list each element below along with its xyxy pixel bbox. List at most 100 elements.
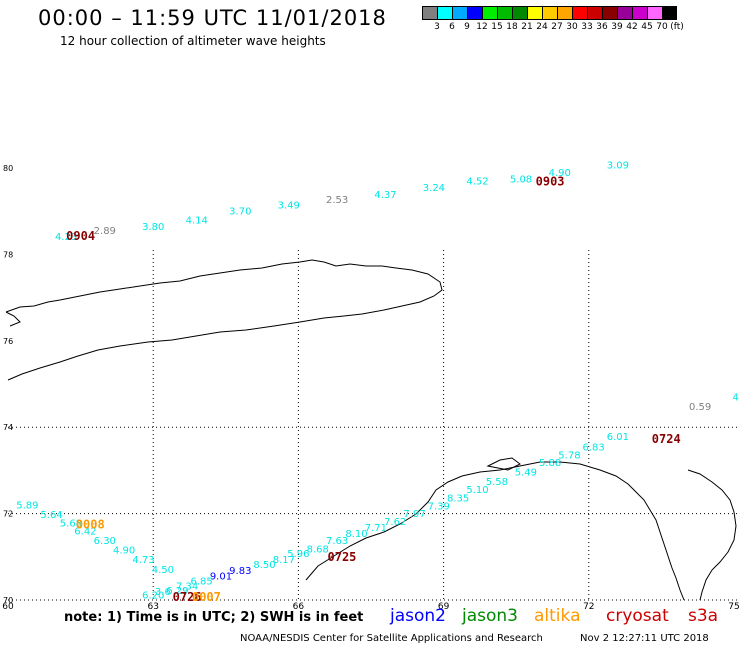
legend-label: 33 [581, 22, 593, 32]
wave-height-value: 7.71 [365, 523, 387, 534]
wave-height-value: 8.17 [273, 555, 295, 566]
wave-height-value: 9.01 [210, 572, 232, 583]
wave-height-value: 6.85 [190, 576, 212, 587]
satellite-name-jason2: jason2 [390, 606, 446, 626]
wave-height-value: 2.53 [326, 195, 348, 206]
longitude-tick-label: 60 [2, 602, 14, 612]
legend-swatch [497, 6, 512, 20]
wave-height-value: 6.20 [142, 590, 164, 601]
legend-swatches [422, 6, 740, 20]
satellite-name-altika: altika [534, 606, 581, 626]
novaya-zemlya-coast-north [5, 259, 443, 381]
legend-label: 18 [506, 22, 518, 32]
wave-height-value: 3.70 [229, 207, 251, 218]
legend-label: 9 [464, 22, 470, 32]
legend-swatch [647, 6, 662, 20]
wave-height-value: 8.68 [307, 544, 329, 555]
legend-swatch [452, 6, 467, 20]
latitude-tick-label: 80 [3, 164, 13, 173]
wave-height-value: 3.49 [278, 201, 300, 212]
peninsula-coast [687, 469, 737, 601]
longitude-tick-label: 72 [583, 602, 594, 612]
latitude-tick-label: 78 [3, 250, 13, 259]
pass-time-label: 0724 [652, 432, 681, 446]
longitude-tick-label: 66 [293, 602, 305, 612]
legend-swatch [662, 6, 677, 20]
longitude-tick-label: 69 [438, 602, 450, 612]
graticule: 60 63 66 69 72 75 80 78 76 74 72 70 [2, 164, 739, 612]
legend-label: 42 [626, 22, 638, 32]
legend-swatch [482, 6, 497, 20]
credit-text: NOAA/NESDIS Center for Satellite Applica… [240, 633, 543, 644]
wave-height-value: 5.08 [510, 174, 532, 185]
wave-height-value: 6.30 [94, 536, 116, 547]
wave-height-value: 0.59 [689, 402, 711, 413]
wave-height-value: 4.90 [113, 545, 135, 556]
wave-height-value: 5.64 [40, 510, 62, 521]
wave-height-legend: 3 6 9 12 15 18 21 24 27 30 33 36 39 42 45 70 (ft) [422, 6, 740, 32]
legend-label: 3 [434, 22, 440, 32]
pass-time-label: 0007 [192, 590, 221, 604]
wave-height-points: 4.23 2.89 3.80 4.14 3.70 3.49 2.53 4.37 3.24 4.52… [16, 160, 740, 603]
wave-height-value: 5.89 [16, 500, 38, 511]
wave-height-value: 3.6 [155, 587, 171, 598]
wave-height-value: 7.39 [428, 501, 450, 512]
wave-height-value: 7.63 [326, 536, 348, 547]
legend-label: 12 [476, 22, 488, 32]
legend-label: 24 [536, 22, 548, 32]
legend-labels: 3 6 9 12 15 18 21 24 27 30 33 36 39 42 45 70 (ft) [422, 20, 740, 32]
wave-height-value: 4.14 [186, 215, 208, 226]
wave-height-value: 4.23 [55, 232, 77, 243]
pass-time-label: 0903 [536, 174, 565, 188]
legend-swatch [602, 6, 617, 20]
page-subtitle: 12 hour collection of altimeter wave hei… [60, 34, 326, 48]
wave-height-value: 6.29 [166, 586, 188, 597]
novaya-zemlya-coast-south [5, 311, 21, 327]
legend-unit: (ft) [670, 22, 684, 32]
wave-height-value: 6.42 [74, 526, 96, 537]
longitude-tick-label: 75 [728, 602, 739, 612]
wave-height-value: 5.49 [515, 468, 537, 479]
wave-height-value: 7.97 [403, 509, 425, 520]
legend-label: 39 [611, 22, 623, 32]
page-title: 00:00 – 11:59 UTC 11/01/2018 [38, 6, 387, 30]
mainland-coast [305, 461, 685, 601]
wave-height-value: 5.10 [466, 485, 488, 496]
legend-swatch [467, 6, 482, 20]
latitude-tick-label: 72 [3, 510, 13, 519]
legend-swatch [617, 6, 632, 20]
wave-height-value: 5.58 [486, 477, 508, 488]
legend-swatch [632, 6, 647, 20]
legend-swatch [437, 6, 452, 20]
legend-swatch [422, 6, 437, 20]
legend-label: 6 [449, 22, 455, 32]
wave-height-value: 5.96 [287, 549, 309, 560]
wave-height-value: 3.80 [142, 222, 164, 233]
wave-height-value: 8.50 [253, 560, 275, 571]
wave-height-value: 8.35 [447, 494, 469, 505]
legend-label: 30 [566, 22, 578, 32]
longitude-tick-label: 63 [147, 602, 158, 612]
island-coast [486, 457, 521, 471]
wave-height-value: 8.10 [345, 529, 367, 540]
wave-height-value: 6.83 [583, 443, 605, 454]
legend-swatch [557, 6, 572, 20]
wave-height-value: 4.37 [374, 190, 396, 201]
legend-label: 36 [596, 22, 608, 32]
wave-height-value: 9.83 [229, 566, 251, 577]
timestamp-text: Nov 2 12:27:11 UTC 2018 [580, 633, 709, 644]
wave-height-value: 5.78 [558, 450, 580, 461]
wave-height-value: 4.89 [733, 392, 740, 403]
wave-height-value: 4.50 [152, 565, 174, 576]
latitude-tick-label: 74 [3, 423, 13, 432]
pass-time-label: 0008 [76, 518, 105, 532]
legend-label: 45 [641, 22, 653, 32]
wave-height-value: 3.09 [607, 160, 629, 171]
wave-height-value: 4.73 [132, 555, 154, 566]
latitude-tick-label: 70 [3, 596, 13, 605]
legend-label: 27 [551, 22, 563, 32]
legend-swatch [587, 6, 602, 20]
pass-time-label: 0725 [328, 550, 357, 564]
legend-label: 15 [491, 22, 503, 32]
